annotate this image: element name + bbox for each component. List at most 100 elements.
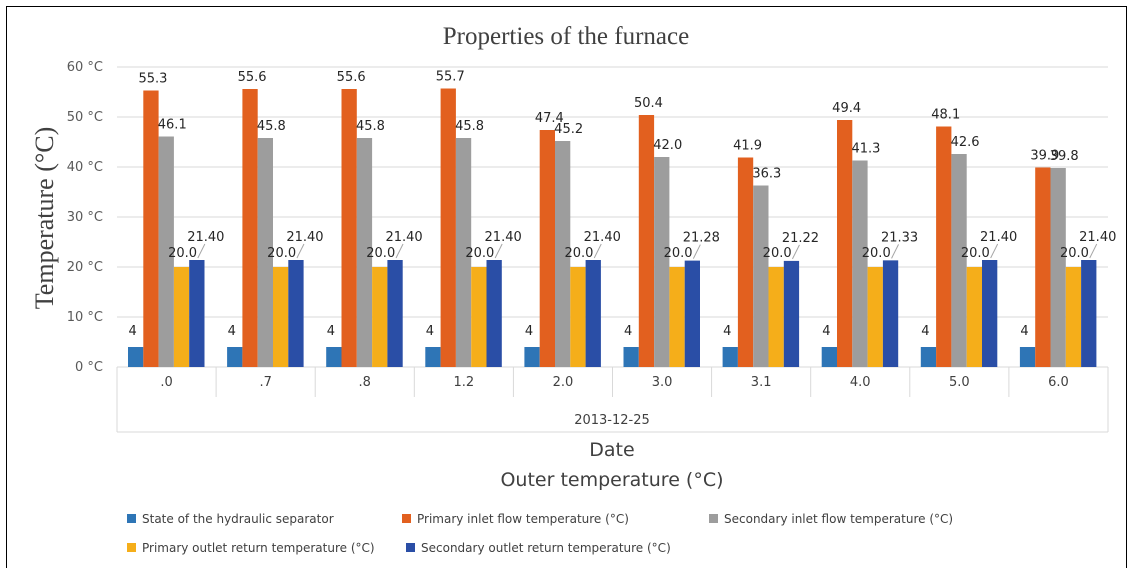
bar bbox=[936, 126, 952, 367]
data-label: 42.6 bbox=[951, 135, 980, 150]
leader-line bbox=[593, 243, 602, 259]
data-label: 21.33 bbox=[881, 230, 918, 245]
data-label: 41.9 bbox=[733, 139, 762, 154]
data-label: 42.0 bbox=[653, 138, 682, 153]
bar bbox=[539, 130, 555, 367]
chart-frame bbox=[6, 6, 1127, 568]
bar bbox=[173, 267, 190, 367]
x-tick-label: 3.0 bbox=[652, 375, 673, 390]
bar bbox=[966, 267, 982, 367]
leader-line bbox=[692, 244, 701, 259]
leader-line bbox=[494, 243, 503, 259]
y-tick-label: 10 °C bbox=[67, 310, 103, 325]
legend-label: State of the hydraulic separator bbox=[142, 512, 334, 526]
bar bbox=[1050, 168, 1066, 367]
data-labels: 455.346.120.021.40455.645.820.021.40455.… bbox=[129, 70, 1117, 340]
data-label: 4 bbox=[1020, 324, 1028, 339]
data-label: 21.40 bbox=[385, 230, 422, 245]
data-label: 21.40 bbox=[1079, 230, 1116, 245]
data-label: 21.28 bbox=[683, 231, 720, 246]
y-axis-ticks: 0 °C 10 °C 20 °C 30 °C 40 °C 50 °C 60 °C bbox=[67, 60, 103, 375]
legend-label: Secondary inlet flow temperature (°C) bbox=[724, 512, 953, 526]
data-label: 21.40 bbox=[485, 230, 522, 245]
chart-title: Properties of the furnace bbox=[443, 23, 689, 50]
bar bbox=[882, 260, 899, 367]
data-label: 45.8 bbox=[356, 119, 385, 134]
bar bbox=[951, 154, 967, 367]
bar bbox=[920, 347, 937, 367]
data-label: 46.1 bbox=[158, 118, 187, 133]
data-label: 20.0 bbox=[168, 246, 197, 261]
data-label: 55.3 bbox=[138, 72, 167, 87]
data-label: 21.40 bbox=[980, 230, 1017, 245]
bar bbox=[242, 89, 258, 367]
leader-line bbox=[197, 243, 206, 259]
bar bbox=[768, 267, 784, 367]
bar bbox=[257, 138, 273, 367]
x-tick-label: .8 bbox=[359, 375, 371, 390]
y-tick-label: 0 °C bbox=[75, 360, 103, 375]
legend-swatch bbox=[127, 543, 136, 552]
data-label: 39.8 bbox=[1050, 149, 1079, 164]
legend-swatch bbox=[127, 514, 136, 523]
bar bbox=[372, 267, 388, 367]
bar bbox=[326, 347, 342, 367]
bar bbox=[471, 267, 487, 367]
legend-label: Primary outlet return temperature (°C) bbox=[142, 541, 375, 555]
bar bbox=[737, 157, 754, 367]
bar bbox=[982, 260, 998, 367]
data-label: 50.4 bbox=[634, 96, 663, 111]
data-label: 21.40 bbox=[187, 230, 224, 245]
data-label: 4 bbox=[129, 324, 137, 339]
bar bbox=[524, 347, 540, 367]
bar bbox=[1065, 267, 1082, 367]
bar bbox=[722, 347, 738, 367]
y-tick-label: 20 °C bbox=[67, 260, 103, 275]
bar bbox=[585, 260, 601, 367]
bar bbox=[638, 115, 655, 367]
data-label: 20.0 bbox=[961, 246, 990, 261]
data-label: 45.8 bbox=[455, 119, 484, 134]
legend-swatch bbox=[709, 514, 718, 523]
leader-line bbox=[891, 244, 899, 259]
bar bbox=[669, 267, 685, 367]
data-label: 4 bbox=[327, 324, 335, 339]
data-label: 20.0 bbox=[763, 246, 792, 261]
bar bbox=[555, 141, 571, 367]
bar bbox=[1019, 347, 1036, 367]
y-tick-label: 60 °C bbox=[67, 60, 103, 75]
leader-line bbox=[792, 244, 800, 260]
bars bbox=[128, 88, 1097, 367]
legend-swatch bbox=[402, 514, 411, 523]
x-tick-label: 1.2 bbox=[454, 375, 475, 390]
y-axis-label: Temperature (°C) bbox=[30, 127, 59, 310]
data-label: 4 bbox=[525, 324, 533, 339]
data-label: 49.4 bbox=[832, 101, 861, 116]
bar bbox=[783, 260, 800, 367]
data-label: 55.7 bbox=[436, 70, 465, 85]
data-label: 4 bbox=[723, 324, 731, 339]
legend-label: Primary inlet flow temperature (°C) bbox=[417, 512, 629, 526]
leader-line bbox=[395, 243, 404, 259]
x-tick-label: .0 bbox=[160, 375, 172, 390]
data-label: 39.9 bbox=[1030, 149, 1059, 164]
y-tick-label: 50 °C bbox=[67, 110, 103, 125]
data-label: 48.1 bbox=[931, 108, 960, 123]
x-tick-label: 5.0 bbox=[949, 375, 970, 390]
bar bbox=[143, 90, 159, 367]
bar bbox=[387, 260, 403, 367]
x-axis-label: Date bbox=[589, 439, 634, 461]
data-label: 45.8 bbox=[257, 119, 286, 134]
data-label: 4 bbox=[921, 324, 929, 339]
data-label: 55.6 bbox=[238, 70, 267, 85]
bar bbox=[440, 88, 456, 367]
bar bbox=[623, 347, 639, 367]
data-label: 20.0 bbox=[267, 246, 296, 261]
data-label: 20.0 bbox=[465, 246, 494, 261]
legend: State of the hydraulic separator Primary … bbox=[127, 512, 953, 555]
data-label: 4 bbox=[228, 324, 236, 339]
bar bbox=[341, 89, 357, 367]
bar bbox=[128, 347, 144, 367]
y-tick-label: 40 °C bbox=[67, 160, 103, 175]
data-label: 4 bbox=[624, 324, 632, 339]
